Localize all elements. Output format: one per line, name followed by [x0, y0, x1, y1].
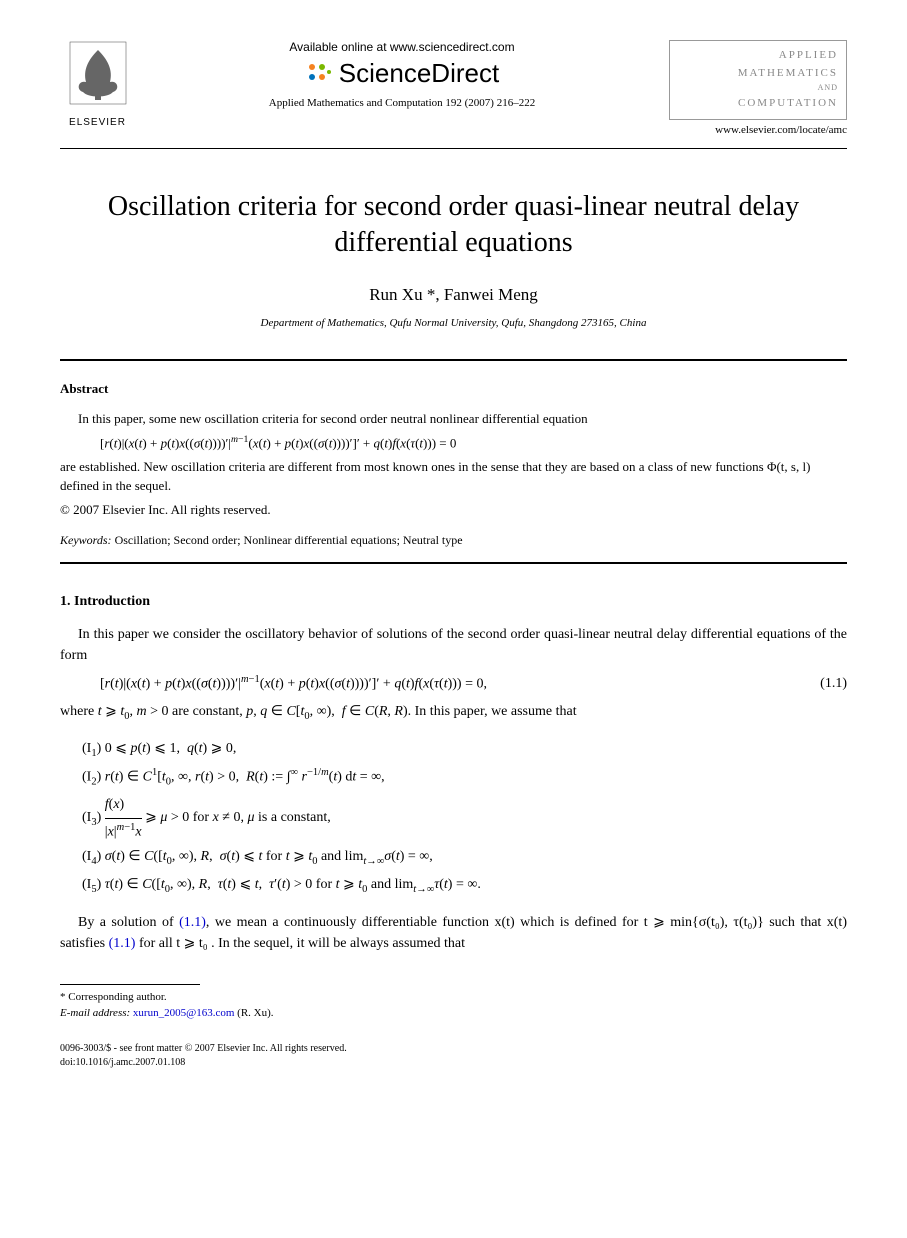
- authors: Run Xu *, Fanwei Meng: [60, 285, 847, 305]
- affiliation: Department of Mathematics, Qufu Normal U…: [60, 317, 847, 329]
- eqref-1-1-a[interactable]: (1.1): [179, 915, 206, 930]
- equation-1-1-row: [r(t)|(x(t) + p(t)x((σ(t))))′|m−1(x(t) +…: [100, 672, 847, 695]
- abstract-p1: In this paper, some new oscillation crit…: [60, 409, 847, 429]
- email-link[interactable]: xurun_2005@163.com: [133, 1007, 234, 1019]
- condition-2: (I2) r(t) ∈ C1[t0, ∞, r(t) > 0, R(t) := …: [82, 764, 847, 792]
- journal-reference: Applied Mathematics and Computation 192 …: [155, 97, 649, 109]
- section1-p1: In this paper we consider the oscillator…: [60, 624, 847, 666]
- equation-1-1: [r(t)|(x(t) + p(t)x((σ(t))))′|m−1(x(t) +…: [100, 672, 487, 695]
- journal-box-line4: COMPUTATION: [678, 95, 838, 113]
- journal-title-box: APPLIED MATHEMATICS AND COMPUTATION: [669, 40, 847, 120]
- abstract-equation: [r(t)|(x(t) + p(t)x((σ(t))))′|m−1(x(t) +…: [100, 433, 847, 453]
- journal-box-line2: MATHEMATICS: [678, 65, 838, 83]
- elsevier-logo: ELSEVIER: [60, 40, 135, 128]
- sciencedirect-text: ScienceDirect: [339, 58, 499, 89]
- email-label: E-mail address:: [60, 1007, 130, 1019]
- abstract-p2: are established. New oscillation criteri…: [60, 457, 847, 496]
- abstract-label: Abstract: [60, 381, 847, 397]
- abstract-body: In this paper, some new oscillation crit…: [60, 409, 847, 519]
- sciencedirect-logo: ScienceDirect: [155, 58, 649, 89]
- email-suffix: (R. Xu).: [237, 1007, 273, 1019]
- rule-above-abstract: [60, 359, 847, 361]
- section1-p3: By a solution of (1.1), we mean a contin…: [60, 912, 847, 954]
- journal-box-line3: AND: [678, 82, 838, 95]
- conditions-list: (I1) 0 ⩽ p(t) ⩽ 1, q(t) ⩾ 0, (I2) r(t) ∈…: [82, 736, 847, 899]
- section1-p3a: By a solution of: [78, 915, 179, 930]
- keywords-line: Keywords: Oscillation; Second order; Non…: [60, 533, 847, 548]
- section1-p3c: for all t ⩾ t₀ . In the sequel, it will …: [135, 936, 465, 951]
- rule-below-keywords: [60, 562, 847, 564]
- equation-1-1-number: (1.1): [820, 673, 847, 694]
- journal-url: www.elsevier.com/locate/amc: [669, 124, 847, 136]
- doi-line: doi:10.1016/j.amc.2007.01.108: [60, 1056, 847, 1070]
- paper-title: Oscillation criteria for second order qu…: [60, 189, 847, 262]
- keywords-text: Oscillation; Second order; Nonlinear dif…: [115, 533, 463, 547]
- front-matter-line: 0096-3003/$ - see front matter © 2007 El…: [60, 1042, 847, 1056]
- available-online-text: Available online at www.sciencedirect.co…: [155, 40, 649, 54]
- journal-box-line1: APPLIED: [678, 47, 838, 65]
- sciencedirect-dots-icon: [305, 60, 333, 88]
- copyright-block: 0096-3003/$ - see front matter © 2007 El…: [60, 1042, 847, 1070]
- condition-4: (I4) σ(t) ∈ C([t0, ∞), R, σ(t) ⩽ t for t…: [82, 844, 847, 872]
- elsevier-tree-icon: [68, 40, 128, 110]
- condition-3: (I3) f(x)|x|m−1x ⩾ μ > 0 for x ≠ 0, μ is…: [82, 792, 847, 844]
- header-rule: [60, 148, 847, 149]
- section-1-heading: 1. Introduction: [60, 594, 847, 610]
- header-row: ELSEVIER Available online at www.science…: [60, 40, 847, 140]
- elsevier-text: ELSEVIER: [60, 117, 135, 128]
- keywords-label: Keywords:: [60, 533, 112, 547]
- paper-page: ELSEVIER Available online at www.science…: [0, 0, 907, 1100]
- section-1-body: In this paper we consider the oscillator…: [60, 624, 847, 954]
- center-header: Available online at www.sciencedirect.co…: [135, 40, 669, 109]
- footnote-rule: [60, 984, 200, 985]
- corresponding-author: * Corresponding author.: [60, 989, 847, 1006]
- footnote-block: * Corresponding author. E-mail address: …: [60, 989, 847, 1022]
- email-line: E-mail address: xurun_2005@163.com (R. X…: [60, 1005, 847, 1022]
- eqref-1-1-b[interactable]: (1.1): [109, 936, 136, 951]
- condition-5: (I5) τ(t) ∈ C([t0, ∞), R, τ(t) ⩽ t, τ′(t…: [82, 872, 847, 900]
- section1-p2: where t ⩾ t0, m > 0 are constant, p, q ∈…: [60, 701, 847, 725]
- abstract-copyright: © 2007 Elsevier Inc. All rights reserved…: [60, 500, 847, 520]
- right-header-block: APPLIED MATHEMATICS AND COMPUTATION www.…: [669, 40, 847, 140]
- condition-1: (I1) 0 ⩽ p(t) ⩽ 1, q(t) ⩾ 0,: [82, 736, 847, 764]
